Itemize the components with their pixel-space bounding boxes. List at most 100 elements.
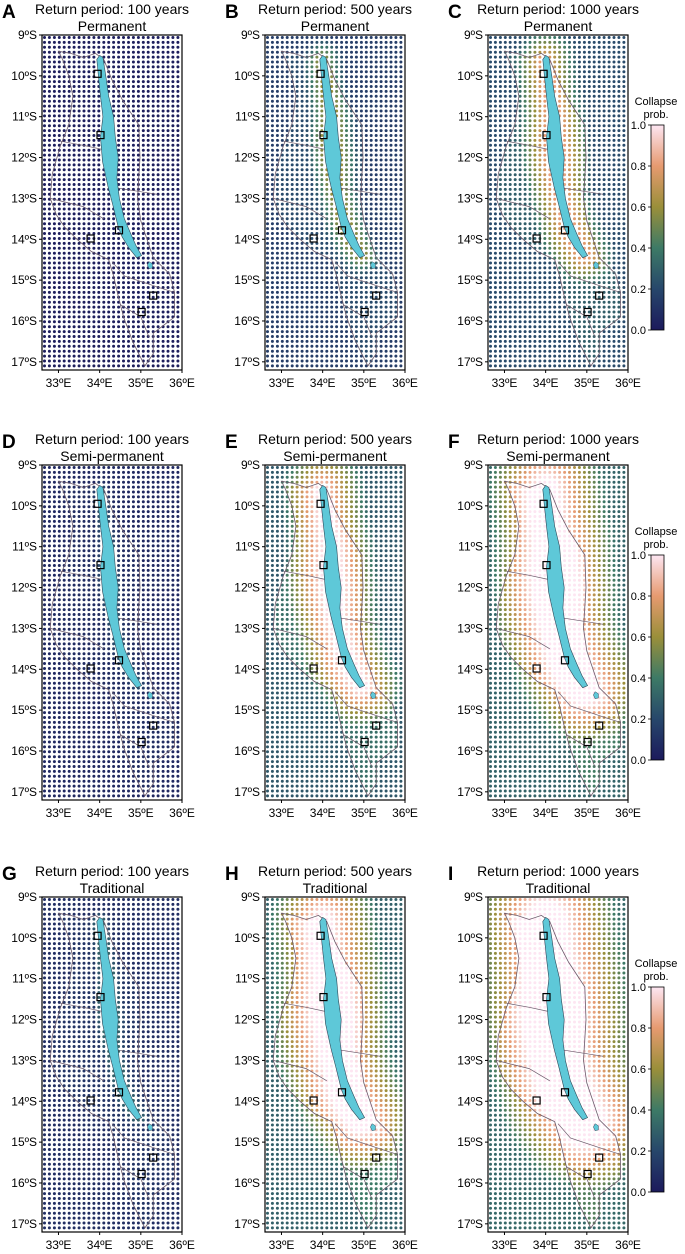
probability-dot <box>122 148 125 152</box>
probability-dot <box>171 276 175 280</box>
probability-dot <box>315 349 319 353</box>
probability-dot <box>275 271 279 275</box>
probability-dot <box>77 75 81 79</box>
probability-dot <box>518 80 522 84</box>
probability-dot <box>489 266 492 270</box>
probability-dot <box>617 207 621 211</box>
probability-dot <box>587 168 591 172</box>
probability-dot <box>266 305 269 309</box>
probability-dot <box>171 94 175 98</box>
probability-dot <box>166 153 170 157</box>
region-border <box>334 261 398 293</box>
probability-dot <box>43 310 46 314</box>
probability-dot <box>354 178 358 182</box>
probability-dot <box>622 138 626 142</box>
probability-dot <box>275 344 279 348</box>
probability-dot <box>266 124 269 128</box>
probability-dot <box>513 178 517 182</box>
probability-dot <box>597 40 601 44</box>
probability-dot <box>389 187 393 191</box>
probability-dot <box>568 40 571 44</box>
probability-dot <box>602 256 606 260</box>
probability-dot <box>364 335 368 338</box>
probability-dot <box>107 222 111 226</box>
probability-dot <box>82 75 86 79</box>
probability-dots <box>43 36 180 368</box>
probability-dot <box>384 281 388 285</box>
probability-dot <box>389 300 393 304</box>
probability-dot <box>166 241 170 245</box>
probability-dot <box>587 173 591 177</box>
probability-dot <box>97 36 101 39</box>
probability-dot <box>533 192 537 196</box>
probability-dot <box>489 138 492 142</box>
probability-dot <box>62 325 66 329</box>
probability-dot <box>587 36 591 39</box>
probability-dot <box>394 344 398 348</box>
probability-dot <box>389 276 393 280</box>
probability-dot <box>43 359 46 363</box>
probability-dot <box>266 354 269 358</box>
probability-dot <box>354 55 358 59</box>
probability-dot <box>340 237 344 240</box>
probability-dot <box>573 192 576 196</box>
probability-dot <box>285 163 289 167</box>
probability-dot <box>52 290 56 294</box>
probability-dot <box>379 65 383 69</box>
probability-dot <box>52 40 56 44</box>
probability-dot <box>335 281 339 285</box>
probability-dot <box>558 232 562 235</box>
probability-dot <box>617 237 621 240</box>
probability-dot <box>399 290 403 294</box>
probability-dot <box>300 237 304 240</box>
probability-dot <box>498 138 502 142</box>
probability-dot <box>77 256 81 260</box>
probability-dot <box>568 55 571 59</box>
probability-dot <box>166 70 170 74</box>
probability-dot <box>379 359 383 363</box>
probability-dot <box>597 124 601 128</box>
probability-dot <box>300 134 304 137</box>
probability-dot <box>573 168 576 172</box>
probability-dot <box>52 349 56 353</box>
probability-dot <box>523 80 527 84</box>
probability-dot <box>354 300 358 304</box>
probability-dot <box>131 80 135 84</box>
probability-dot <box>533 138 537 142</box>
probability-dot <box>305 119 309 123</box>
probability-dot <box>107 330 111 334</box>
probability-dot <box>280 261 284 265</box>
probability-dot <box>67 276 71 280</box>
probability-dot <box>498 222 502 226</box>
probability-dot <box>384 359 388 363</box>
probability-dot <box>305 232 309 235</box>
probability-dot <box>57 271 61 275</box>
probability-dot <box>270 232 274 235</box>
probability-dot <box>394 202 398 206</box>
probability-dot <box>528 212 532 216</box>
probability-dot <box>543 187 547 191</box>
probability-dot <box>399 241 403 245</box>
probability-dot <box>325 197 329 201</box>
probability-dot <box>47 183 51 186</box>
probability-dot <box>47 40 51 44</box>
probability-dot <box>285 202 289 206</box>
probability-dot <box>359 286 363 289</box>
probability-dot <box>43 256 46 260</box>
probability-dot <box>354 315 358 319</box>
site-marker <box>337 226 347 235</box>
probability-dot <box>533 94 537 98</box>
probability-dot <box>592 134 596 137</box>
probability-dot <box>97 197 101 201</box>
probability-dot <box>290 364 294 368</box>
probability-dot <box>122 109 125 113</box>
probability-dot <box>290 222 294 226</box>
probability-dot <box>399 300 403 304</box>
probability-dot <box>568 124 571 128</box>
probability-dot <box>156 227 160 231</box>
probability-dot <box>72 148 76 152</box>
probability-dot <box>67 227 71 231</box>
probability-dot <box>280 364 284 368</box>
probability-dot <box>166 55 170 59</box>
probability-dot <box>57 295 61 299</box>
